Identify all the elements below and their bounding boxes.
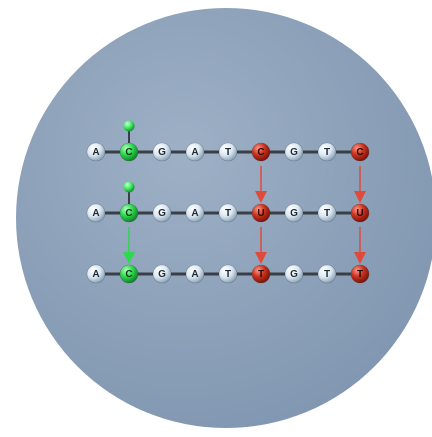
- base-sphere: [317, 203, 337, 223]
- base-label: G: [158, 269, 166, 280]
- base-label: A: [92, 269, 99, 280]
- base-node-r2-3: A: [185, 264, 205, 284]
- base-sphere: [119, 142, 139, 162]
- base-node-r2-2: G: [152, 264, 172, 284]
- base-sphere: [185, 142, 205, 162]
- base-node-r1-4: T: [218, 203, 238, 223]
- base-node-r1-1: C: [119, 203, 139, 223]
- base-node-r1-0: A: [86, 203, 106, 223]
- base-node-r0-4: T: [218, 142, 238, 162]
- base-sphere: [284, 264, 304, 284]
- base-node-r0-8: C: [350, 142, 370, 162]
- base-sphere: [119, 203, 139, 223]
- base-layer: A C G A T C G T C A C G A T U G T U A C G A T T G T T: [86, 142, 370, 284]
- base-label: T: [324, 147, 330, 158]
- base-label: G: [290, 147, 298, 158]
- base-sphere: [251, 203, 271, 223]
- base-sphere: [251, 264, 271, 284]
- base-node-r0-7: T: [317, 142, 337, 162]
- base-label: A: [191, 147, 198, 158]
- base-node-r0-1: C: [119, 142, 139, 162]
- base-sphere: [350, 264, 370, 284]
- base-sphere: [86, 264, 106, 284]
- base-label: A: [92, 147, 99, 158]
- base-label: C: [125, 269, 132, 280]
- base-label: C: [125, 147, 132, 158]
- arrow-layer: [123, 166, 366, 264]
- base-sphere: [350, 203, 370, 223]
- base-node-r0-0: A: [86, 142, 106, 162]
- base-node-r2-8: T: [350, 264, 370, 284]
- base-node-r1-7: T: [317, 203, 337, 223]
- methyl-layer: [123, 120, 135, 204]
- base-node-r1-2: G: [152, 203, 172, 223]
- base-label: T: [225, 147, 231, 158]
- base-node-r0-3: A: [185, 142, 205, 162]
- base-sphere: [251, 142, 271, 162]
- base-label: C: [125, 208, 132, 219]
- base-label: A: [191, 269, 198, 280]
- base-node-r2-1: C: [119, 264, 139, 284]
- base-sphere: [152, 142, 172, 162]
- base-label: G: [290, 208, 298, 219]
- base-node-r1-6: G: [284, 203, 304, 223]
- base-sphere: [152, 203, 172, 223]
- base-node-r2-0: A: [86, 264, 106, 284]
- base-label: C: [257, 147, 264, 158]
- base-node-r0-6: G: [284, 142, 304, 162]
- base-label: T: [225, 208, 231, 219]
- base-sphere: [284, 203, 304, 223]
- base-sphere: [185, 264, 205, 284]
- base-node-r2-5: T: [251, 264, 271, 284]
- base-sphere: [317, 264, 337, 284]
- base-node-r1-5: U: [251, 203, 271, 223]
- base-sphere: [119, 264, 139, 284]
- base-sphere: [218, 203, 238, 223]
- base-label: C: [356, 147, 363, 158]
- base-label: T: [324, 208, 330, 219]
- base-label: U: [356, 208, 363, 219]
- base-label: A: [92, 208, 99, 219]
- base-label: G: [158, 208, 166, 219]
- base-sphere: [218, 142, 238, 162]
- base-sphere: [284, 142, 304, 162]
- base-node-r2-7: T: [317, 264, 337, 284]
- base-node-r1-3: A: [185, 203, 205, 223]
- base-sphere: [350, 142, 370, 162]
- methyl-group-1: [123, 181, 135, 193]
- base-label: G: [158, 147, 166, 158]
- base-sphere: [86, 142, 106, 162]
- base-node-r0-5: C: [251, 142, 271, 162]
- base-sphere: [317, 142, 337, 162]
- methyl-group-0: [123, 120, 135, 132]
- base-node-r0-2: G: [152, 142, 172, 162]
- base-node-r2-6: G: [284, 264, 304, 284]
- base-node-r2-4: T: [218, 264, 238, 284]
- base-label: G: [290, 269, 298, 280]
- base-sphere: [152, 264, 172, 284]
- base-sphere: [218, 264, 238, 284]
- base-label: T: [324, 269, 330, 280]
- base-label: T: [357, 269, 363, 280]
- base-label: T: [225, 269, 231, 280]
- base-label: A: [191, 208, 198, 219]
- base-sphere: [86, 203, 106, 223]
- base-label: U: [257, 208, 264, 219]
- base-node-r1-8: U: [350, 203, 370, 223]
- base-label: T: [258, 269, 264, 280]
- base-sphere: [185, 203, 205, 223]
